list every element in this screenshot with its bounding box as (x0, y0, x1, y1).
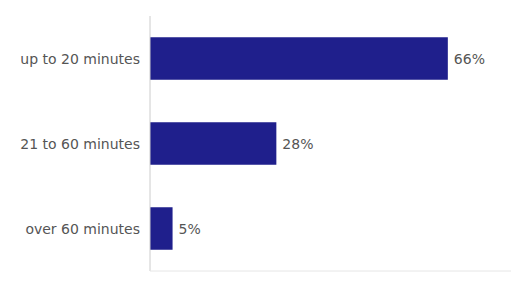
data-labels: 66% 28% 5% (179, 51, 485, 237)
bar (150, 207, 173, 250)
data-label: 5% (179, 221, 201, 237)
chart-svg: up to 20 minutes 21 to 60 minutes over 60 … (0, 0, 531, 291)
bars (150, 37, 448, 250)
y-tick-label: up to 20 minutes (20, 51, 140, 67)
y-tick-labels: up to 20 minutes 21 to 60 minutes over 60 … (20, 51, 140, 237)
bar (150, 37, 448, 80)
chart-container: up to 20 minutes 21 to 60 minutes over 60 … (0, 0, 531, 291)
y-tick-label: 21 to 60 minutes (20, 136, 140, 152)
data-label: 28% (282, 136, 313, 152)
y-axis-line (150, 16, 151, 271)
x-axis-line (150, 271, 511, 272)
bar (150, 122, 276, 165)
data-label: 66% (454, 51, 485, 67)
y-tick-label: over 60 minutes (25, 221, 140, 237)
